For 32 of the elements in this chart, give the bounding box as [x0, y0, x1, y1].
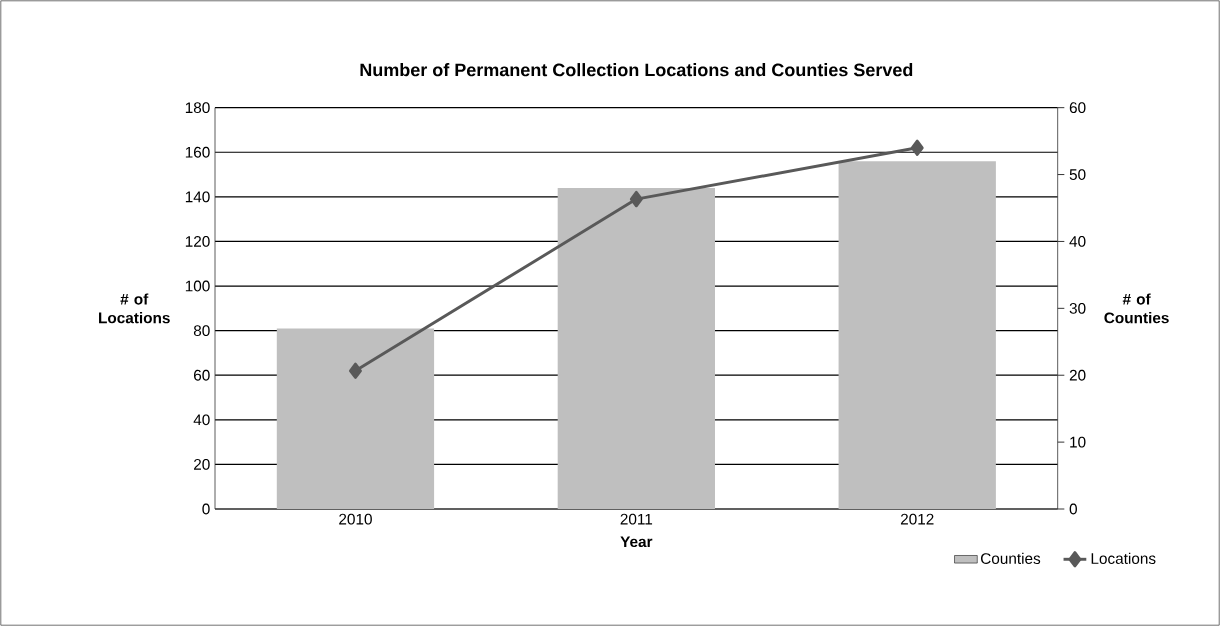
y2-tick-label: 10	[1070, 436, 1086, 448]
y2-tick-label: 30	[1069, 302, 1086, 314]
legend-label: Counties	[981, 552, 1041, 564]
y2-tick-label: 20	[1069, 369, 1086, 381]
y-tick-label: 120	[185, 236, 210, 247]
y-tick-label: 80	[193, 325, 210, 337]
y2-tick-label: 0	[1069, 503, 1077, 515]
point	[629, 190, 643, 208]
y-tick-label: 60	[194, 369, 210, 381]
bar	[276, 328, 435, 509]
x-tick-label: 2010	[339, 513, 372, 525]
y2-tick-label: 40	[1069, 236, 1086, 247]
bar	[838, 161, 996, 509]
y-tick-label: 20	[194, 458, 210, 470]
y-tick-label: 160	[185, 146, 210, 158]
chart-title: Number of Permanent Collection Locations and Counties Served	[360, 63, 913, 77]
y-tick-label: 100	[185, 280, 210, 292]
x-tick-label: 2011	[620, 513, 653, 525]
legend-label: Locations	[1091, 552, 1156, 564]
point	[910, 139, 924, 156]
y-tick-label: 140	[185, 191, 210, 203]
bar	[557, 187, 715, 509]
x-tick-label: 2012	[900, 513, 934, 525]
y2-tick-label: 50	[1069, 169, 1086, 180]
y2-axis-title: # of Counties	[1104, 293, 1169, 324]
y2-tick-label: 60	[1069, 102, 1086, 114]
y-tick-label: 180	[185, 102, 210, 114]
x-axis-title: Year	[620, 536, 653, 548]
y-axis-title: # of Locations	[99, 293, 170, 324]
point	[348, 362, 362, 379]
y-tick-label: 40	[193, 414, 210, 426]
y-tick-label: 0	[202, 503, 210, 515]
